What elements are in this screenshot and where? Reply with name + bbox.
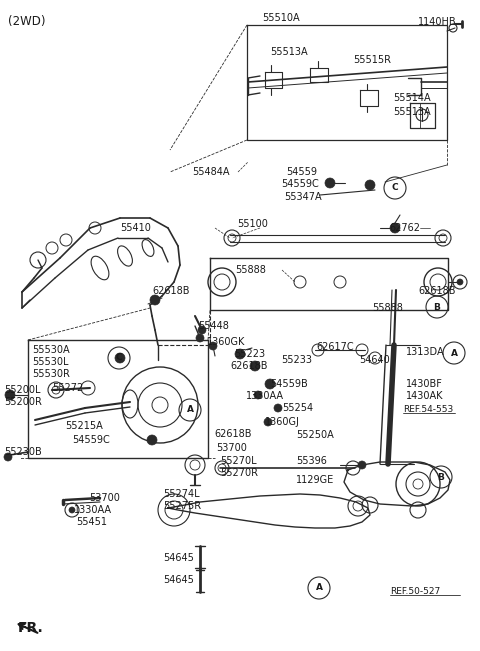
Circle shape: [5, 390, 15, 400]
Text: 1360GK: 1360GK: [207, 337, 245, 347]
Text: 53700: 53700: [216, 443, 247, 453]
Circle shape: [150, 295, 160, 305]
Text: C: C: [116, 353, 122, 363]
Text: 55272: 55272: [52, 383, 83, 393]
Text: A: A: [315, 583, 323, 592]
Circle shape: [390, 223, 400, 233]
Circle shape: [264, 418, 272, 426]
Circle shape: [358, 461, 366, 469]
Circle shape: [254, 391, 262, 399]
Text: 1330AA: 1330AA: [246, 391, 284, 401]
Text: 55888: 55888: [235, 265, 266, 275]
Text: 1140HB: 1140HB: [418, 17, 456, 27]
Text: 55270L: 55270L: [220, 456, 257, 466]
Text: 55513A: 55513A: [393, 107, 431, 117]
Text: 1330AA: 1330AA: [74, 505, 112, 515]
Text: 62618B: 62618B: [418, 286, 456, 296]
Circle shape: [325, 178, 335, 188]
Text: 55484A: 55484A: [192, 167, 229, 177]
Text: 54559B: 54559B: [270, 379, 308, 389]
Text: 55270R: 55270R: [220, 468, 258, 478]
Text: 1430AK: 1430AK: [406, 391, 444, 401]
Circle shape: [115, 353, 125, 363]
Text: 54559C: 54559C: [281, 179, 319, 189]
Text: 55223: 55223: [234, 349, 265, 359]
Text: 53700: 53700: [89, 493, 120, 503]
Text: REF.54-553: REF.54-553: [403, 406, 453, 415]
Text: REF.50-527: REF.50-527: [390, 587, 440, 596]
Circle shape: [198, 326, 206, 334]
Circle shape: [250, 361, 260, 371]
Text: 55410: 55410: [120, 223, 151, 233]
Circle shape: [147, 435, 157, 445]
Circle shape: [457, 279, 463, 285]
Circle shape: [265, 379, 275, 389]
Text: 55215A: 55215A: [65, 421, 103, 431]
Circle shape: [4, 453, 12, 461]
Text: 55514A: 55514A: [393, 93, 431, 103]
Text: 55347A: 55347A: [284, 192, 322, 202]
Text: 62618B: 62618B: [214, 429, 252, 439]
Text: 54559: 54559: [286, 167, 317, 177]
Circle shape: [365, 180, 375, 190]
Circle shape: [235, 349, 245, 359]
Text: 62618B: 62618B: [152, 286, 190, 296]
Text: 55530R: 55530R: [32, 369, 70, 379]
Text: 55100: 55100: [237, 219, 268, 229]
Text: 62762: 62762: [389, 223, 420, 233]
Text: B: B: [438, 473, 444, 482]
Text: 1129GE: 1129GE: [296, 475, 334, 485]
Text: 55530L: 55530L: [32, 357, 69, 367]
Text: 1360GJ: 1360GJ: [265, 417, 300, 427]
Text: 62618B: 62618B: [230, 361, 267, 371]
Text: 55274L: 55274L: [163, 489, 200, 499]
Circle shape: [196, 334, 204, 342]
Text: B: B: [433, 303, 441, 311]
Text: (2WD): (2WD): [8, 15, 46, 28]
Text: A: A: [451, 348, 457, 357]
Text: 55230B: 55230B: [4, 447, 42, 457]
Text: 54645: 54645: [163, 575, 194, 585]
Text: 55448: 55448: [198, 321, 229, 331]
Text: 55510A: 55510A: [262, 13, 300, 23]
Text: 54645: 54645: [163, 553, 194, 563]
Text: 55233: 55233: [281, 355, 312, 365]
Text: 62617C: 62617C: [316, 342, 354, 352]
Circle shape: [209, 342, 217, 350]
Text: 55275R: 55275R: [163, 501, 201, 511]
Text: 55396: 55396: [296, 456, 327, 466]
Text: C: C: [392, 184, 398, 193]
Text: 55254: 55254: [282, 403, 313, 413]
Circle shape: [274, 404, 282, 412]
Text: 55515R: 55515R: [353, 55, 391, 65]
Text: 1430BF: 1430BF: [406, 379, 443, 389]
Text: 55530A: 55530A: [32, 345, 70, 355]
Text: 55513A: 55513A: [270, 47, 308, 57]
Text: 55250A: 55250A: [296, 430, 334, 440]
Text: 55200L: 55200L: [4, 385, 40, 395]
Text: 55888: 55888: [372, 303, 403, 313]
Text: A: A: [187, 406, 193, 415]
Text: FR.: FR.: [18, 621, 44, 635]
Text: 55451: 55451: [76, 517, 107, 527]
Text: 55200R: 55200R: [4, 397, 42, 407]
Circle shape: [69, 507, 75, 513]
Text: 54640: 54640: [359, 355, 390, 365]
Text: 1313DA: 1313DA: [406, 347, 444, 357]
Text: 54559C: 54559C: [72, 435, 110, 445]
